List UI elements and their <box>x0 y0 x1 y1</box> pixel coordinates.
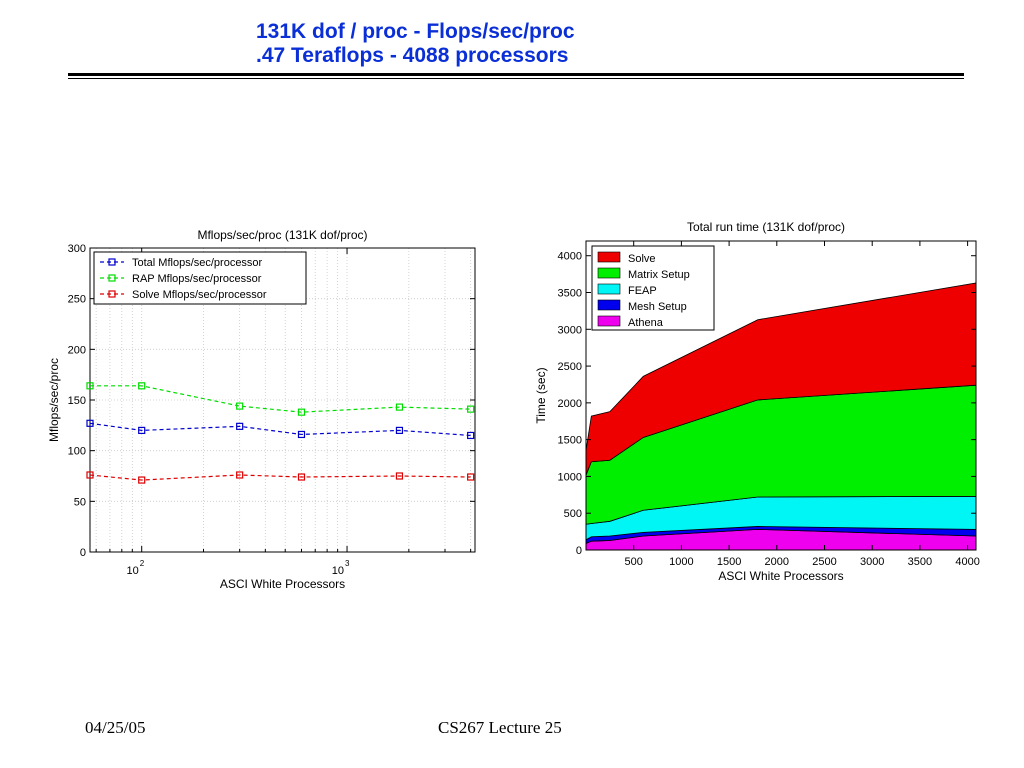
left-legend-box <box>93 251 307 305</box>
x-tick-label: 500 <box>625 556 643 568</box>
x-tick-label-exp: 2 <box>140 559 145 568</box>
y-tick-label: 50 <box>74 496 86 508</box>
y-tick-label: 3500 <box>558 288 582 300</box>
data-point-total-mflops-sec-processor <box>138 426 146 434</box>
legend-swatch-feap <box>597 283 621 295</box>
data-point-total-mflops-sec-processor <box>395 426 404 434</box>
legend-label-solve-mflops-sec-processor: Solve Mflops/sec/processor <box>132 289 267 301</box>
legend-label-rap-mflops-sec-processor: RAP Mflops/sec/processor <box>132 273 262 285</box>
data-point-total-mflops-sec-processor <box>297 430 306 439</box>
data-point-rap-mflops-sec-processor <box>467 405 475 413</box>
data-point-solve-mflops-sec-processor <box>236 471 244 479</box>
left-y-axis-label: Mflops/sec/proc <box>47 358 61 442</box>
legend-label-solve: Solve <box>628 253 656 265</box>
data-point-rap-mflops-sec-processor <box>138 382 146 390</box>
y-tick-label: 0 <box>576 545 582 557</box>
right-chart-title: Total run time (131K dof/proc) <box>687 220 845 234</box>
y-tick-label: 150 <box>68 395 86 407</box>
x-tick-label: 3000 <box>860 556 884 568</box>
data-point-solve-mflops-sec-processor <box>86 471 94 479</box>
y-tick-label: 1000 <box>558 471 582 483</box>
legend-label-total-mflops-sec-processor: Total Mflops/sec/processor <box>132 257 263 269</box>
slide-title-line2: .47 Teraflops - 4088 processors <box>256 44 569 67</box>
right-y-axis-label: Time (sec) <box>534 367 548 423</box>
data-point-solve-mflops-sec-processor <box>395 472 404 480</box>
x-tick-label: 4000 <box>955 556 979 568</box>
x-tick-label-base: 10 <box>332 565 344 577</box>
data-point-total-mflops-sec-processor <box>467 431 475 440</box>
y-tick-label: 100 <box>68 446 86 458</box>
legend-swatch-matrix-setup <box>597 267 621 279</box>
y-tick-label: 0 <box>80 547 86 559</box>
data-point-rap-mflops-sec-processor <box>236 402 244 410</box>
title-rule-thin <box>68 78 964 79</box>
footer-date: 04/25/05 <box>85 718 146 737</box>
legend-marker-rap-mflops-sec-processor <box>108 274 116 282</box>
data-point-rap-mflops-sec-processor <box>395 403 404 411</box>
y-tick-label: 1500 <box>558 435 582 447</box>
x-tick-label-exp: 3 <box>345 559 350 568</box>
data-point-solve-mflops-sec-processor <box>467 473 475 481</box>
left-chart-title: Mflops/sec/proc (131K dof/proc) <box>197 228 367 242</box>
data-point-solve-mflops-sec-processor <box>297 473 306 481</box>
x-tick-label: 1000 <box>669 556 693 568</box>
legend-label-matrix-setup: Matrix Setup <box>628 269 690 281</box>
x-tick-label: 3500 <box>908 556 932 568</box>
y-tick-label: 2500 <box>558 361 582 373</box>
right-x-axis-label: ASCI White Processors <box>718 569 843 583</box>
legend-label-athena: Athena <box>628 317 664 329</box>
plot-frame-right <box>585 240 977 551</box>
y-tick-label: 4000 <box>558 251 582 263</box>
slide-title: 131K dof / proc - Flops/sec/proc .47 Ter… <box>256 20 575 68</box>
legend-swatch-athena <box>597 315 621 327</box>
y-tick-label: 3000 <box>558 324 582 336</box>
data-point-rap-mflops-sec-processor <box>86 382 94 390</box>
legend-marker-total-mflops-sec-processor <box>108 258 116 266</box>
y-tick-label: 250 <box>68 294 86 306</box>
x-tick-label-base: 10 <box>126 565 138 577</box>
left-x-axis-label: ASCI White Processors <box>220 577 345 591</box>
x-tick-label: 1500 <box>717 556 741 568</box>
y-tick-label: 300 <box>68 243 86 255</box>
slide-title-line1: 131K dof / proc - Flops/sec/proc <box>256 20 575 43</box>
series-line-rap-mflops-sec-processor <box>90 385 471 413</box>
series-line-total-mflops-sec-processor <box>89 422 471 437</box>
data-point-total-mflops-sec-processor <box>86 419 94 427</box>
legend-label-feap: FEAP <box>628 285 657 297</box>
data-point-rap-mflops-sec-processor <box>297 408 306 416</box>
legend-marker-solve-mflops-sec-processor <box>108 290 116 298</box>
x-tick-label: 2500 <box>812 556 836 568</box>
legend-swatch-mesh-setup <box>597 299 621 311</box>
data-point-solve-mflops-sec-processor <box>138 476 146 484</box>
title-rule-thick <box>68 73 964 76</box>
data-point-total-mflops-sec-processor <box>236 422 244 430</box>
series-line-solve-mflops-sec-processor <box>89 474 471 481</box>
y-tick-label: 2000 <box>558 398 582 410</box>
legend-swatch-solve <box>597 251 621 263</box>
footer-course: CS267 Lecture 25 <box>438 718 562 737</box>
y-tick-label: 200 <box>68 344 86 356</box>
y-tick-label: 500 <box>564 508 582 520</box>
legend-label-mesh-setup: Mesh Setup <box>628 301 687 313</box>
x-tick-label: 2000 <box>765 556 789 568</box>
